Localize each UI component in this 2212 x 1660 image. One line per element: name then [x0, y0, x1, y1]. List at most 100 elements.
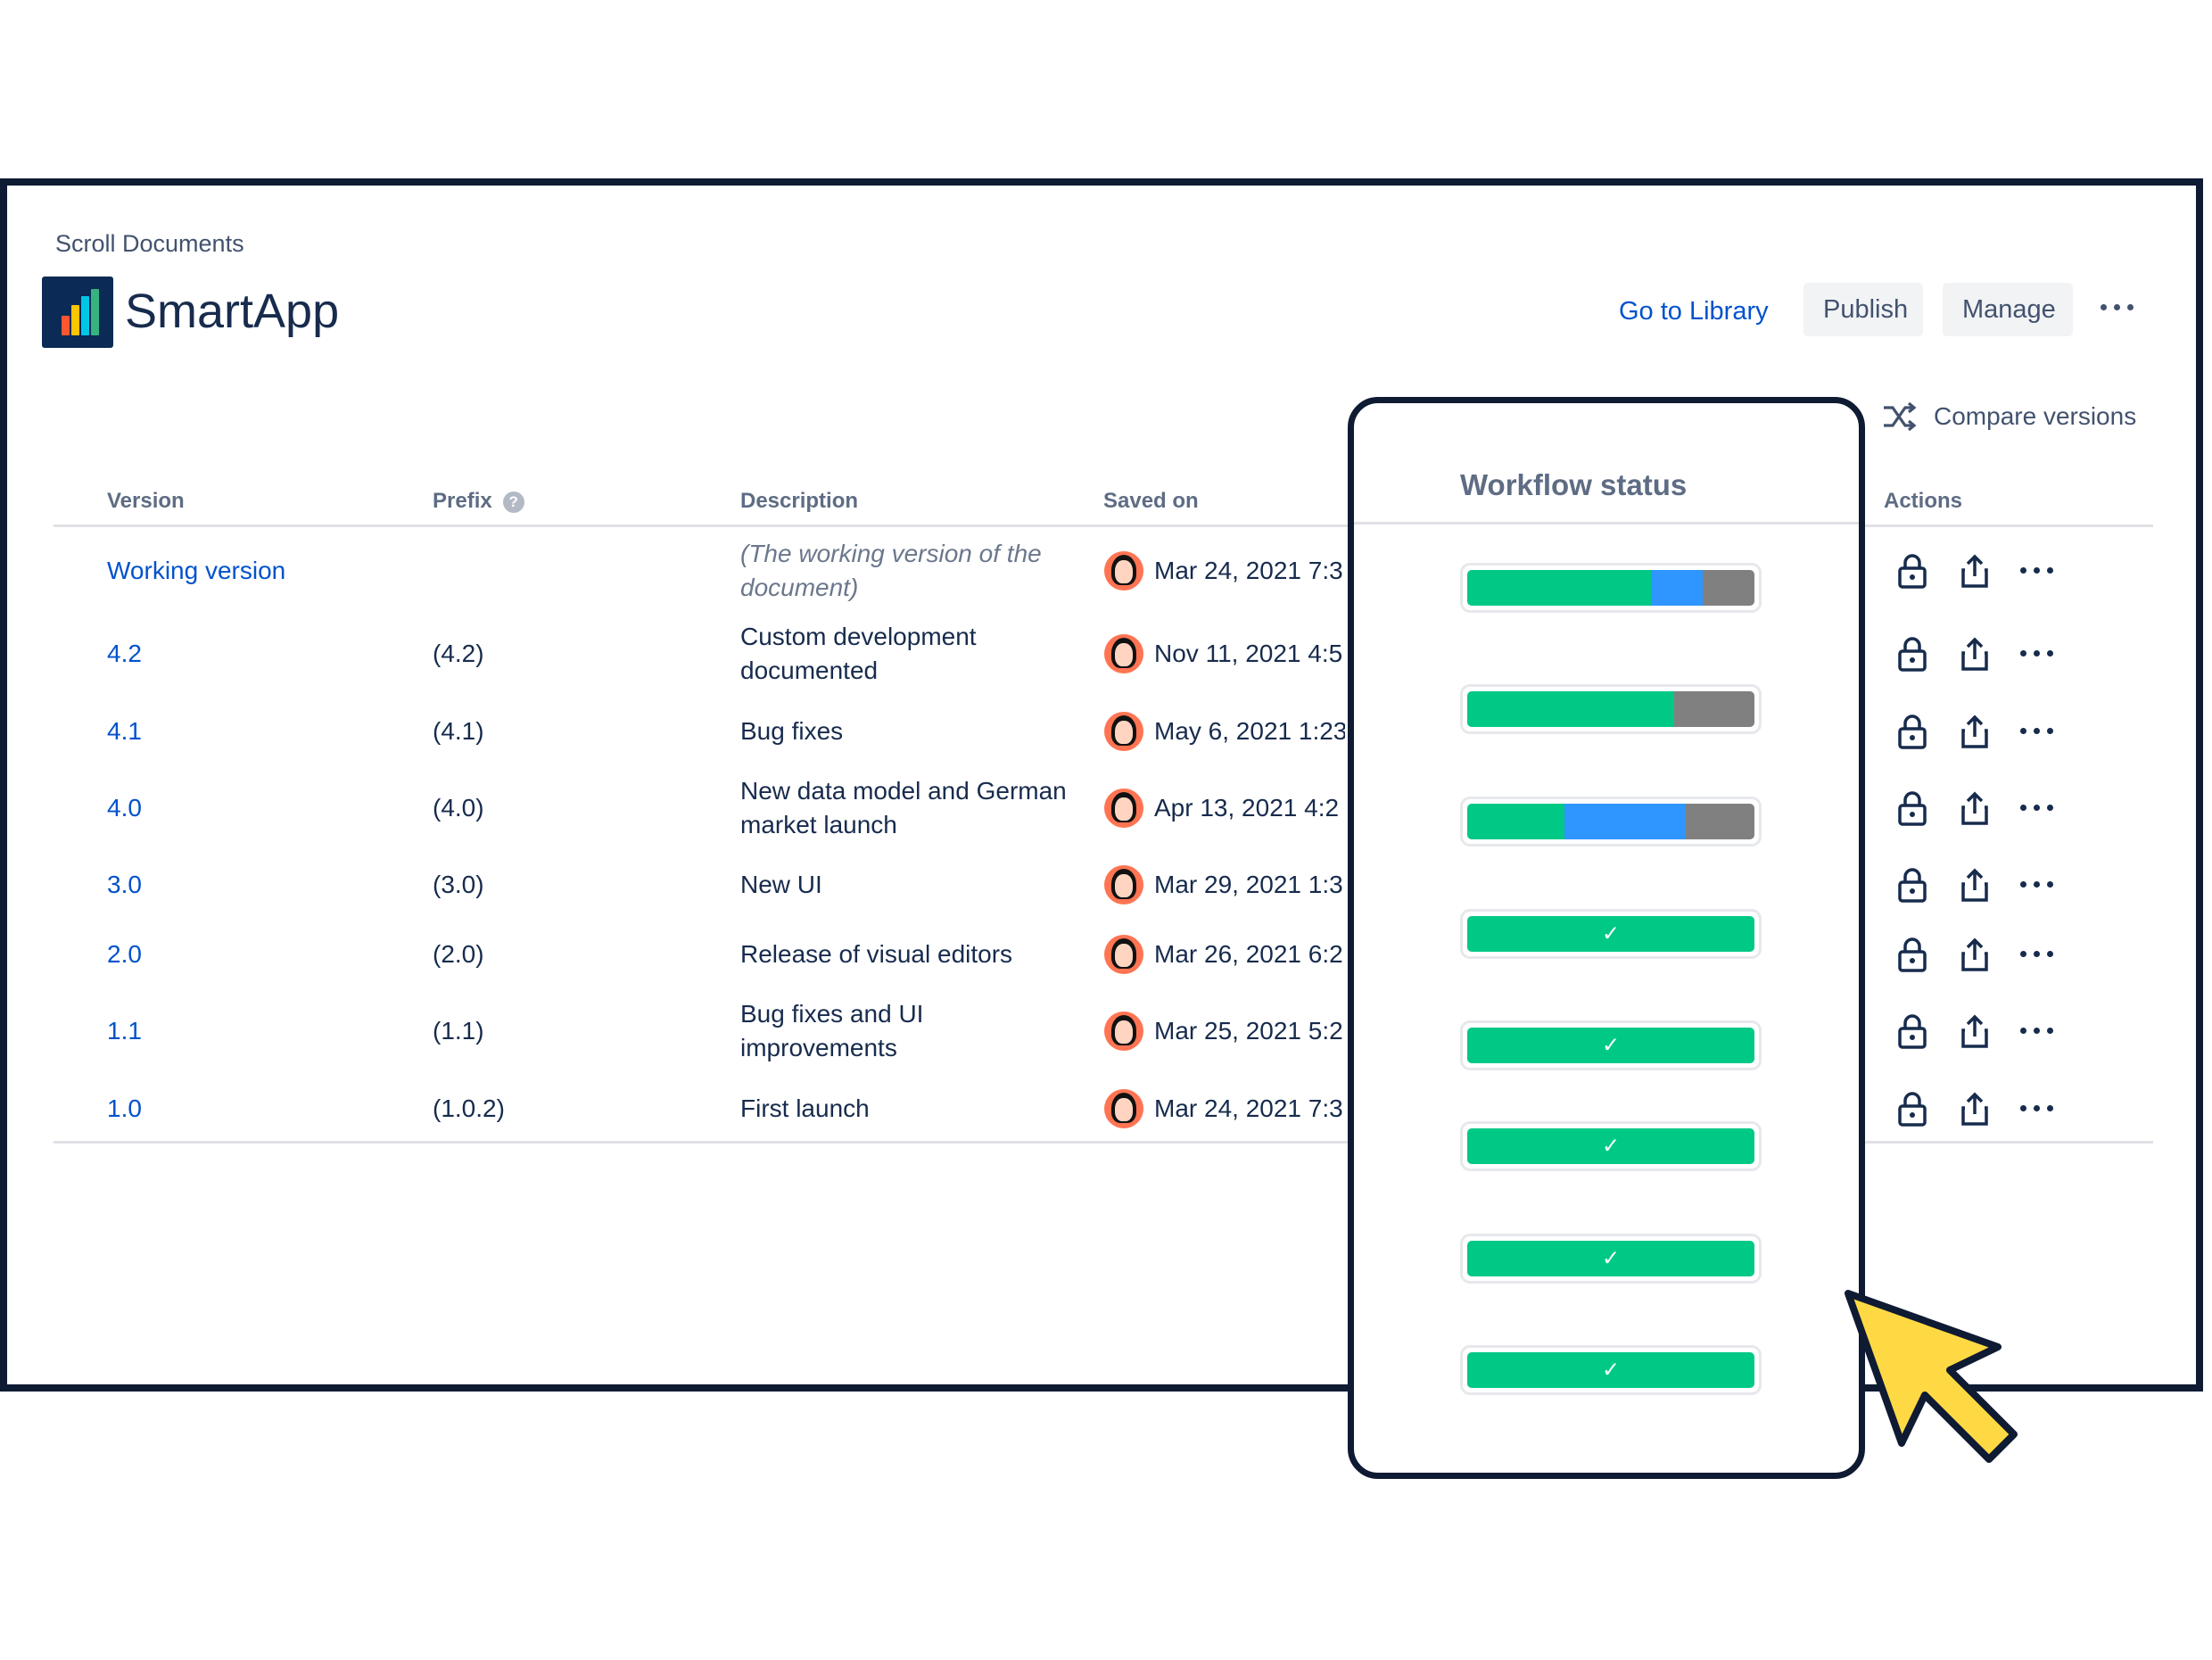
status-bar-track: ✓ [1467, 1028, 1754, 1063]
more-actions-icon[interactable] [2020, 1026, 2056, 1036]
compare-versions-label: Compare versions [1934, 402, 2137, 430]
row-actions [1895, 847, 2074, 923]
checkmark-icon: ✓ [1601, 1358, 1621, 1383]
prefix-value: (2.0) [433, 940, 484, 968]
version-link[interactable]: 4.2 [107, 640, 142, 667]
more-actions-icon[interactable] [2020, 880, 2056, 890]
share-icon[interactable] [1958, 636, 1992, 672]
help-icon[interactable]: ? [502, 491, 524, 513]
status-segment-green [1467, 691, 1674, 727]
table-row: 2.0 (2.0) Release of visual editors Mar … [0, 916, 2212, 993]
lock-icon[interactable] [1895, 937, 1929, 972]
lock-icon[interactable] [1895, 1091, 1929, 1127]
status-bar-track [1467, 691, 1754, 727]
column-header-version[interactable]: Version [107, 489, 185, 513]
avatar[interactable] [1104, 935, 1143, 974]
workflow-status-bar[interactable] [1463, 566, 1759, 610]
more-options-icon[interactable] [2101, 294, 2140, 321]
lock-icon[interactable] [1895, 1013, 1929, 1049]
workflow-status-bar[interactable]: ✓ [1463, 1124, 1759, 1169]
logo-bar-yellow [71, 305, 79, 335]
column-header-prefix[interactable]: Prefix? [433, 489, 524, 514]
row-actions [1895, 533, 2074, 609]
go-to-library-link[interactable]: Go to Library [1619, 297, 1769, 326]
lock-icon[interactable] [1895, 867, 1929, 903]
table-row: 4.2 (4.2) Custom development documented … [0, 615, 2212, 692]
saved-on-cell: Mar 29, 2021 1:3 [1104, 847, 1345, 923]
share-icon[interactable] [1958, 790, 1992, 826]
workflow-status-bar[interactable] [1463, 687, 1759, 731]
lock-icon[interactable] [1895, 714, 1929, 749]
version-link[interactable]: 1.0 [107, 1094, 142, 1122]
table-row: 4.0 (4.0) New data model and German mark… [0, 770, 2212, 847]
lock-icon[interactable] [1895, 553, 1929, 589]
logo-bar-green [91, 289, 99, 335]
avatar[interactable] [1104, 551, 1143, 590]
product-breadcrumb[interactable]: Scroll Documents [55, 230, 244, 257]
version-link[interactable]: 2.0 [107, 940, 142, 968]
more-actions-icon[interactable] [2020, 566, 2056, 576]
prefix-value: (1.0.2) [433, 1094, 505, 1122]
version-link[interactable]: 4.0 [107, 794, 142, 822]
more-actions-icon[interactable] [2020, 1103, 2056, 1114]
share-icon[interactable] [1958, 553, 1992, 589]
more-actions-icon[interactable] [2020, 949, 2056, 960]
version-link[interactable]: 1.1 [107, 1017, 142, 1045]
saved-on-date: Nov 11, 2021 4:5 [1154, 640, 1343, 667]
shuffle-icon [1884, 401, 1917, 432]
avatar[interactable] [1104, 789, 1143, 828]
avatar[interactable] [1104, 865, 1143, 904]
table-bottom-divider [54, 1141, 2153, 1144]
workflow-status-title: Workflow status [1460, 468, 1688, 501]
saved-on-date: Mar 25, 2021 5:2 [1154, 1017, 1343, 1045]
workflow-status-bar[interactable]: ✓ [1463, 1023, 1759, 1068]
saved-on-date: Mar 24, 2021 7:3 [1154, 557, 1343, 584]
lock-icon[interactable] [1895, 790, 1929, 826]
more-actions-icon[interactable] [2020, 648, 2056, 659]
column-header-saved-on[interactable]: Saved on [1103, 489, 1199, 513]
prefix-value: (3.0) [433, 871, 484, 898]
column-header-description[interactable]: Description [740, 489, 859, 513]
saved-on-cell: Mar 24, 2021 7:3 [1104, 1070, 1345, 1147]
avatar[interactable] [1104, 634, 1143, 673]
version-link[interactable]: 3.0 [107, 871, 142, 898]
prefix-value: (4.1) [433, 717, 484, 745]
column-header-actions: Actions [1884, 489, 1963, 513]
description-text: First launch [740, 1094, 870, 1122]
checkmark-icon: ✓ [1601, 921, 1621, 946]
workflow-status-bar[interactable] [1463, 799, 1759, 844]
share-icon[interactable] [1958, 937, 1992, 972]
saved-on-date: Mar 26, 2021 6:2 [1154, 940, 1343, 968]
table-row: 1.0 (1.0.2) First launch Mar 24, 2021 7:… [0, 1070, 2212, 1147]
status-bar-track [1467, 570, 1754, 606]
workflow-status-bar[interactable]: ✓ [1463, 1348, 1759, 1392]
version-link[interactable]: Working version [107, 557, 286, 584]
saved-on-cell: May 6, 2021 1:23 [1104, 693, 1345, 770]
status-segment-gray [1703, 570, 1754, 606]
checkmark-icon: ✓ [1601, 1033, 1621, 1058]
status-segment-green [1467, 1352, 1754, 1388]
share-icon[interactable] [1958, 867, 1992, 903]
avatar[interactable] [1104, 1012, 1143, 1051]
saved-on-cell: Mar 24, 2021 7:3 [1104, 533, 1345, 609]
share-icon[interactable] [1958, 714, 1992, 749]
status-segment-gray [1673, 691, 1754, 727]
manage-button[interactable]: Manage [1943, 283, 2073, 336]
logo-bar-cyan [81, 296, 89, 335]
lock-icon[interactable] [1895, 636, 1929, 672]
avatar[interactable] [1104, 712, 1143, 751]
avatar[interactable] [1104, 1089, 1143, 1128]
share-icon[interactable] [1958, 1091, 1992, 1127]
publish-button[interactable]: Publish [1803, 283, 1923, 336]
status-segment-green [1467, 916, 1754, 952]
saved-on-date: May 6, 2021 1:23 [1154, 717, 1345, 745]
status-bar-track: ✓ [1467, 1352, 1754, 1388]
more-actions-icon[interactable] [2020, 803, 2056, 813]
compare-versions-button[interactable]: Compare versions [1882, 401, 2136, 432]
description-text: (The working version of the document) [740, 540, 1042, 601]
more-actions-icon[interactable] [2020, 726, 2056, 737]
workflow-status-bar[interactable]: ✓ [1463, 1236, 1759, 1281]
workflow-status-bar[interactable]: ✓ [1463, 912, 1759, 956]
share-icon[interactable] [1958, 1013, 1992, 1049]
version-link[interactable]: 4.1 [107, 717, 142, 745]
